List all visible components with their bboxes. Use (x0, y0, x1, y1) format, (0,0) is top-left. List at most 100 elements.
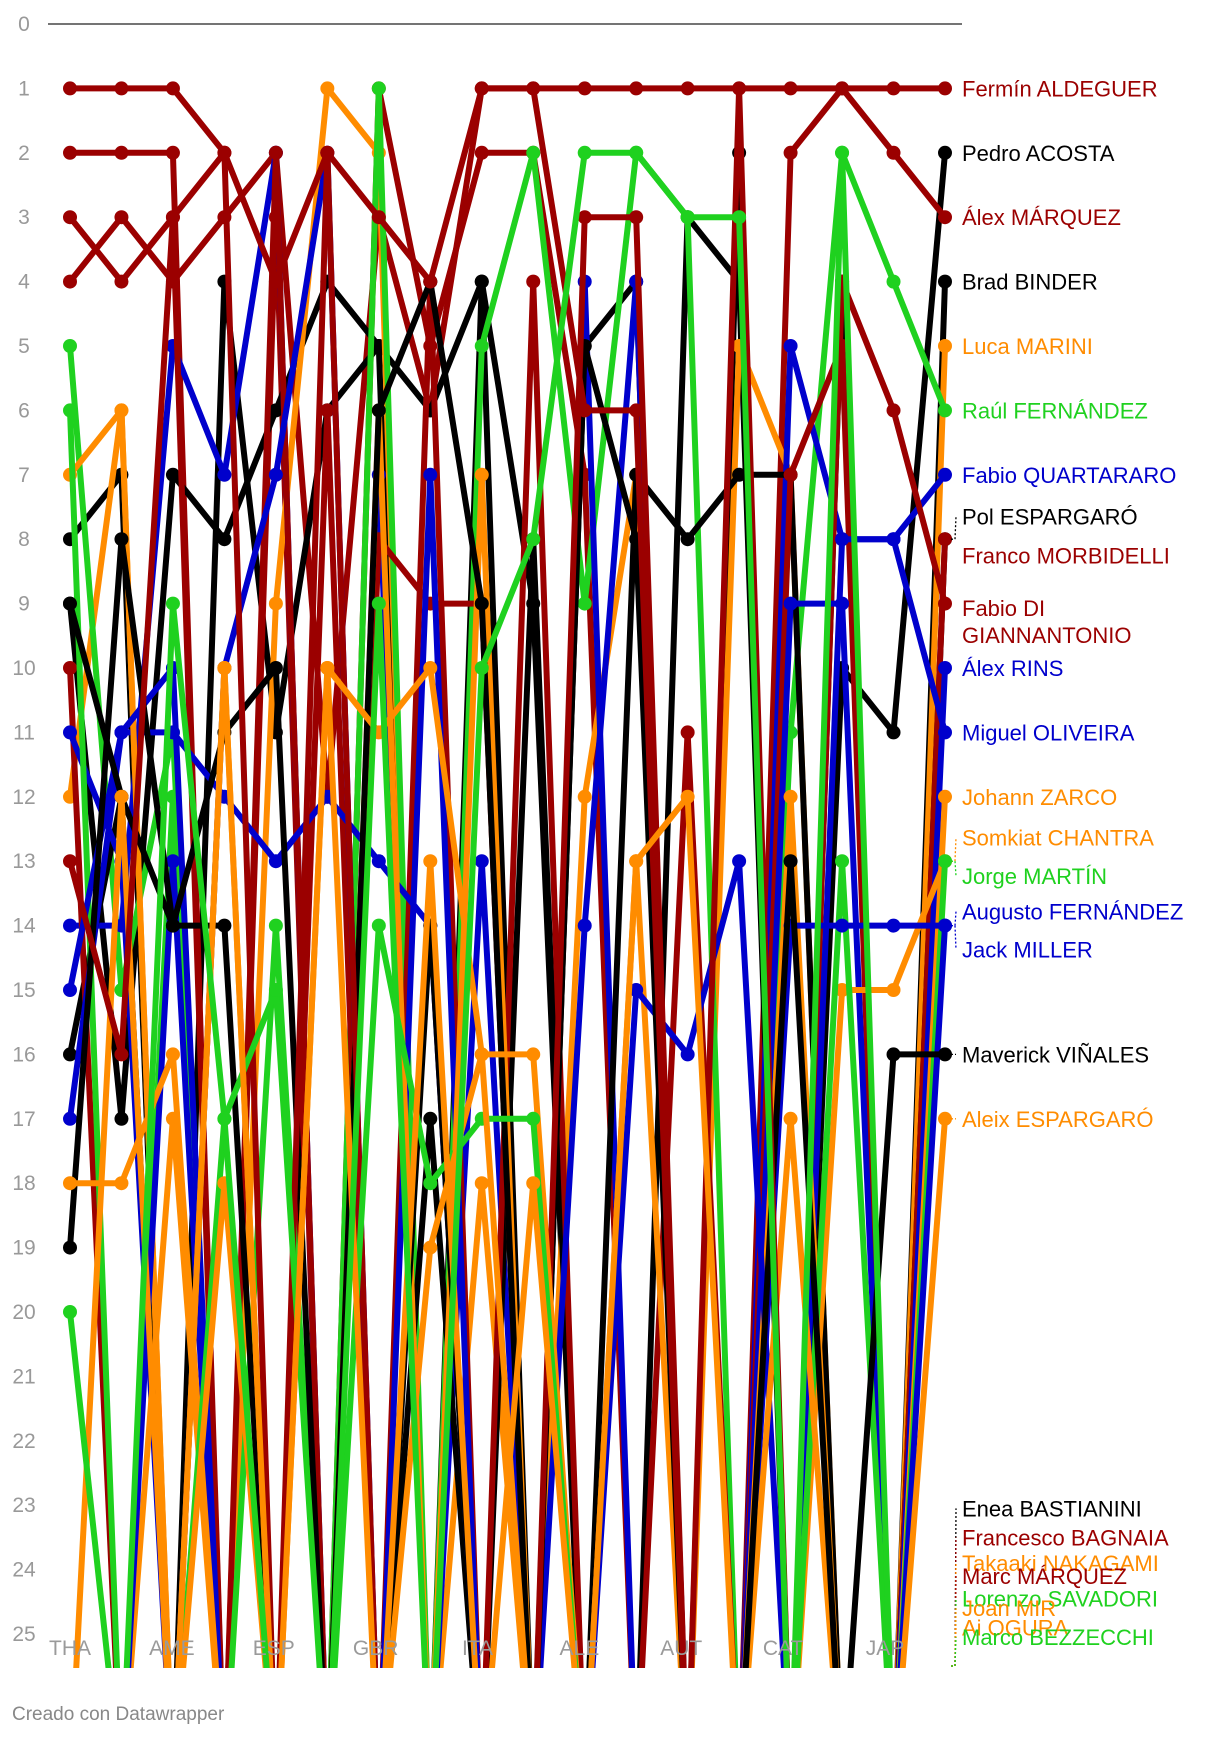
data-point (474, 145, 489, 160)
series-label: Enea BASTIANINI (962, 1496, 1142, 1521)
series-label: Luca MARINI (962, 334, 1093, 359)
series-label: Marc MÁRQUEZ (962, 1564, 1127, 1589)
series-label: Fabio DI (962, 596, 1045, 621)
data-point (114, 81, 129, 96)
data-point (783, 789, 798, 804)
label-leader (951, 924, 957, 950)
data-point (423, 1176, 438, 1191)
data-point (938, 918, 952, 933)
series-label: Aleix ESPARGARÓ (962, 1107, 1154, 1132)
data-point (268, 596, 283, 611)
label-leader (951, 1563, 957, 1667)
data-point (783, 854, 798, 869)
data-point (526, 145, 541, 160)
series-line (67, 149, 948, 1668)
data-point (474, 854, 489, 869)
label-marco-bezzecchi: Marco BEZZECCHI (951, 1625, 1154, 1667)
series-label: Fabio QUARTARARO (962, 463, 1176, 488)
data-point (886, 532, 901, 547)
series-line (67, 85, 687, 1668)
data-point (217, 1111, 232, 1126)
y-tick-label: 24 (12, 1559, 36, 1582)
data-point (371, 918, 386, 933)
series-aleix-espargaro (63, 1047, 952, 1668)
data-point (268, 918, 283, 933)
data-point (835, 918, 850, 933)
data-point (577, 210, 592, 225)
data-point (526, 532, 541, 547)
series-label: Augusto FERNÁNDEZ (962, 899, 1183, 924)
data-point (63, 1305, 77, 1319)
y-tick-label: 23 (12, 1494, 35, 1517)
y-tick-label: 2 (18, 142, 30, 165)
data-point (63, 725, 77, 740)
data-point (268, 983, 283, 997)
series-label: Johann ZARCO (962, 785, 1117, 810)
data-point (114, 274, 129, 289)
series-line (179, 922, 579, 1668)
series-label: Raúl FERNÁNDEZ (962, 398, 1148, 423)
data-point (629, 81, 644, 96)
data-point (629, 854, 644, 869)
data-point (165, 596, 180, 611)
data-point (886, 1047, 901, 1062)
data-point (268, 854, 283, 869)
data-point (165, 145, 180, 160)
y-tick-label: 10 (12, 657, 35, 680)
data-point (165, 854, 180, 869)
y-tick-label: 16 (12, 1043, 35, 1066)
data-point (63, 661, 77, 675)
data-point (783, 596, 798, 611)
label-leader (951, 1508, 957, 1667)
label-fermin-aldeguer: Fermín ALDEGUER (962, 76, 1158, 101)
y-tick-label: 21 (12, 1365, 35, 1388)
data-point (423, 1111, 438, 1126)
data-point (629, 403, 644, 418)
label-pedro-acosta: Pedro ACOSTA (962, 141, 1115, 166)
data-point (886, 403, 901, 418)
data-point (371, 854, 386, 869)
data-point (165, 467, 180, 482)
data-point (474, 1176, 489, 1191)
data-point (629, 210, 644, 225)
series-line (67, 85, 790, 1668)
y-tick-label: 15 (12, 979, 35, 1002)
y-tick-label: 20 (12, 1301, 35, 1324)
data-point (732, 854, 747, 869)
data-point (423, 661, 438, 675)
series-line (67, 1051, 948, 1668)
data-point (938, 854, 952, 869)
series-label: Jorge MARTÍN (962, 864, 1107, 889)
y-tick-label: 17 (12, 1108, 35, 1131)
x-tick-label: CAT (763, 1637, 804, 1660)
series-label: Takaaki NAKAGAMI (962, 1551, 1159, 1576)
y-tick-label: 4 (18, 271, 30, 294)
data-point (474, 596, 489, 611)
data-point (526, 1047, 541, 1062)
label-alex-rins: Álex RINS (962, 656, 1063, 681)
data-point (114, 210, 129, 225)
data-point (320, 145, 335, 160)
data-point (268, 274, 283, 289)
y-tick-label: 3 (18, 206, 30, 229)
series-label: Franco MORBIDELLI (962, 543, 1170, 568)
data-point (783, 467, 798, 482)
label-maverick-vinales: Maverick VIÑALES (951, 1042, 1149, 1067)
series-label: Francesco BAGNAIA (962, 1525, 1169, 1550)
data-point (835, 854, 850, 869)
data-point (320, 81, 335, 96)
data-point (63, 1176, 77, 1191)
y-tick-label: 19 (12, 1237, 35, 1260)
x-tick-label: ALE (560, 1637, 600, 1660)
label-lorenzo-savadori: Lorenzo SAVADORI (951, 1587, 1158, 1667)
series-ai-ogura (180, 1047, 528, 1668)
x-tick-label: JAP (866, 1637, 905, 1660)
data-point (886, 145, 901, 160)
data-point (423, 854, 438, 869)
data-point (63, 81, 77, 96)
data-point (474, 339, 489, 353)
data-point (63, 1111, 77, 1126)
series-label: Miguel OLIVEIRA (962, 720, 1135, 745)
data-point (165, 918, 180, 933)
